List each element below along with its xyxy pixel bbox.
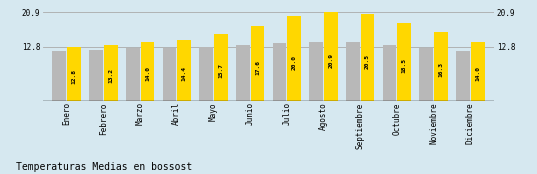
Text: 15.7: 15.7 bbox=[219, 63, 223, 78]
Bar bbox=[434, 32, 448, 101]
Bar bbox=[419, 48, 433, 101]
Bar bbox=[360, 14, 374, 101]
Text: 20.0: 20.0 bbox=[292, 55, 296, 70]
Text: 14.4: 14.4 bbox=[182, 66, 187, 81]
Bar bbox=[251, 26, 264, 101]
Bar bbox=[397, 23, 411, 101]
Text: 18.5: 18.5 bbox=[402, 58, 407, 73]
Bar bbox=[236, 45, 250, 101]
Text: 17.6: 17.6 bbox=[255, 60, 260, 74]
Bar bbox=[382, 45, 396, 101]
Text: 20.9: 20.9 bbox=[328, 53, 333, 68]
Bar bbox=[287, 16, 301, 101]
Text: 14.0: 14.0 bbox=[475, 66, 480, 81]
Bar bbox=[199, 47, 213, 101]
Text: 12.8: 12.8 bbox=[71, 69, 77, 84]
Bar bbox=[53, 51, 67, 101]
Bar bbox=[346, 42, 360, 101]
Bar bbox=[456, 51, 470, 101]
Bar bbox=[141, 42, 155, 101]
Text: 13.2: 13.2 bbox=[108, 68, 113, 83]
Bar bbox=[104, 45, 118, 101]
Bar bbox=[89, 50, 103, 101]
Bar bbox=[273, 43, 286, 101]
Bar bbox=[163, 48, 177, 101]
Bar bbox=[177, 40, 191, 101]
Bar bbox=[309, 42, 323, 101]
Bar bbox=[470, 42, 484, 101]
Bar bbox=[214, 34, 228, 101]
Text: 20.5: 20.5 bbox=[365, 54, 370, 69]
Text: Temperaturas Medias en bossost: Temperaturas Medias en bossost bbox=[16, 162, 192, 172]
Text: 16.3: 16.3 bbox=[438, 62, 444, 77]
Bar bbox=[67, 47, 81, 101]
Bar bbox=[126, 48, 140, 101]
Bar bbox=[324, 12, 338, 101]
Text: 14.0: 14.0 bbox=[145, 66, 150, 81]
